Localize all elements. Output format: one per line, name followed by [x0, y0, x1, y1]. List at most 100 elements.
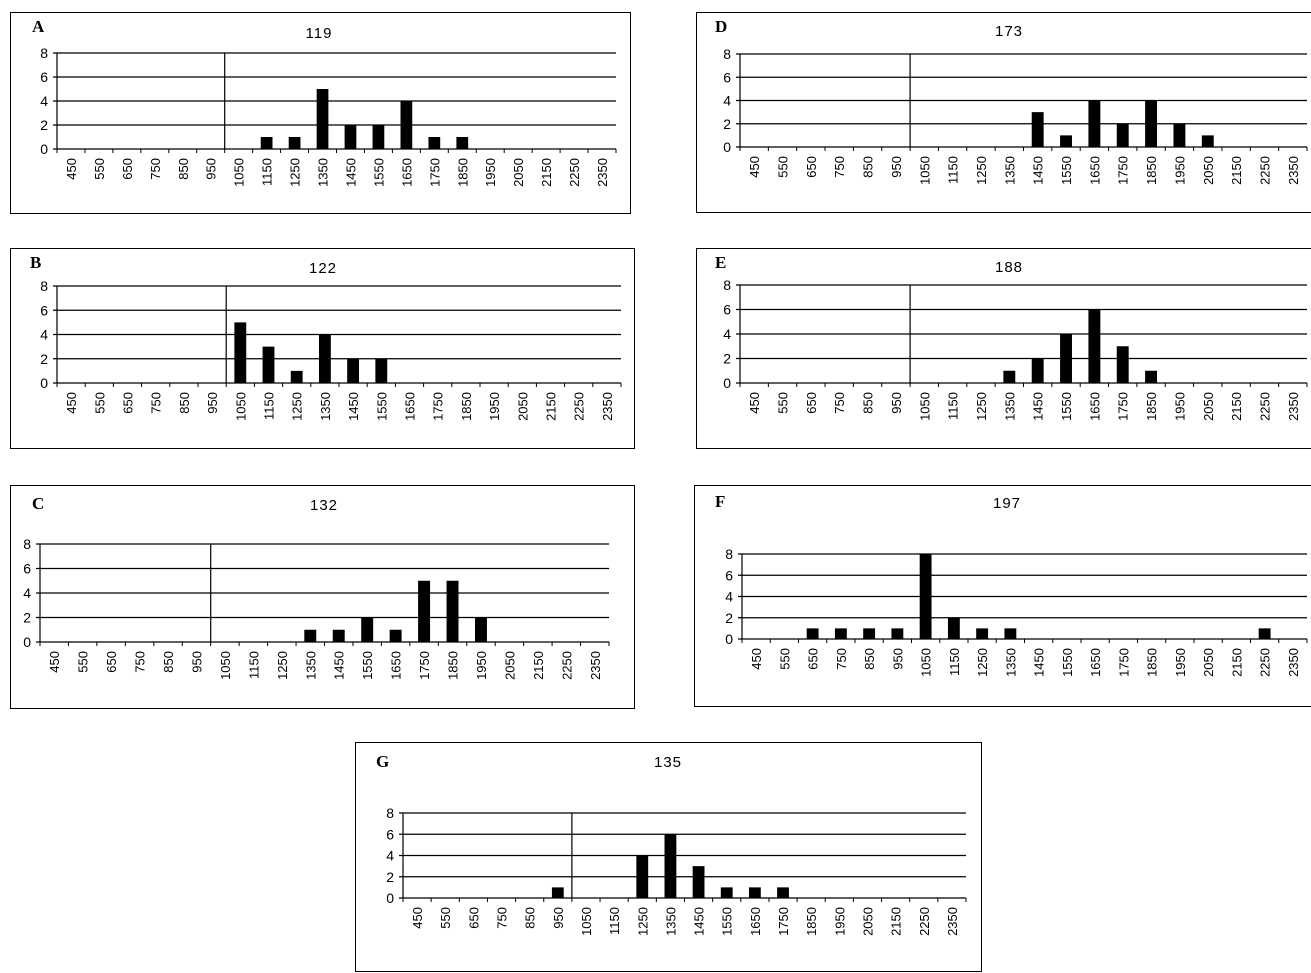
- x-tick-label: 750: [834, 648, 849, 670]
- bar: [361, 617, 374, 642]
- chart-plot: 0 2 4 6 8 450 550 650 750 850 950 1050 1150 1250 1350 1…: [40, 45, 617, 187]
- x-tick-label: 650: [806, 648, 821, 670]
- x-tick-label: 2350: [588, 651, 603, 680]
- x-tick-label: 1850: [1144, 156, 1159, 185]
- x-tick-label: 550: [76, 651, 91, 673]
- bar: [234, 322, 247, 383]
- bar: [428, 137, 441, 149]
- y-tick-label: 0: [23, 634, 31, 650]
- bar: [1060, 135, 1072, 147]
- x-tick-label: 1050: [917, 392, 932, 421]
- x-tick-label: 1650: [1087, 392, 1102, 421]
- x-tick-label: 1850: [446, 651, 461, 680]
- y-tick-label: 6: [40, 69, 48, 85]
- x-tick-label: 2050: [511, 158, 526, 187]
- x-tick-label: 450: [64, 158, 79, 180]
- x-tick-label: 2250: [1257, 392, 1272, 421]
- bar: [551, 887, 564, 898]
- panel-letter: C: [32, 494, 45, 513]
- x-tick-label: 2150: [531, 651, 546, 680]
- x-tick-label: 1050: [218, 651, 233, 680]
- y-tick-label: 0: [725, 631, 733, 647]
- chart-title: 132: [309, 497, 339, 514]
- x-tick-label: 1250: [275, 651, 290, 680]
- x-tick-label: 2250: [572, 392, 587, 421]
- x-tick-label: 1950: [832, 907, 847, 936]
- chart-panel-g: G 135 0 2 4 6 8 450 550 650 750 850 950 1050 1150 125…: [355, 742, 982, 972]
- x-tick-label: 1350: [1002, 156, 1017, 185]
- x-tick-label: 2150: [889, 907, 904, 936]
- x-tick-label: 1250: [974, 156, 989, 185]
- y-tick-label: 8: [386, 805, 394, 821]
- chart-title: 173: [994, 23, 1024, 40]
- x-tick-label: 650: [121, 392, 136, 414]
- x-tick-label: 1750: [427, 158, 442, 187]
- x-tick-label: 2150: [539, 158, 554, 187]
- bar: [748, 887, 761, 898]
- x-tick-label: 1550: [1060, 648, 1075, 677]
- y-tick-label: 8: [723, 277, 731, 293]
- x-tick-label: 1550: [1059, 392, 1074, 421]
- x-tick-label: 2050: [502, 651, 517, 680]
- x-tick-label: 450: [64, 392, 79, 414]
- y-tick-label: 4: [23, 585, 31, 601]
- x-tick-label: 1950: [474, 651, 489, 680]
- chart-title: 119: [305, 25, 333, 42]
- y-tick-label: 6: [23, 561, 31, 577]
- x-tick-label: 650: [104, 651, 119, 673]
- x-tick-label: 2050: [860, 907, 875, 936]
- y-tick-label: 6: [40, 302, 48, 318]
- y-tick-label: 4: [386, 848, 394, 864]
- chart-panel-b: B 122 0 2 4 6 8 450 550 650 750 850 950 1050 1150 125…: [10, 248, 635, 449]
- x-tick-label: 1050: [232, 158, 247, 187]
- bar: [304, 629, 317, 642]
- y-tick-label: 8: [23, 536, 31, 552]
- x-tick-label: 1350: [1002, 392, 1017, 421]
- x-tick-label: 2350: [1286, 156, 1301, 185]
- x-tick-label: 750: [832, 156, 847, 178]
- y-tick-label: 8: [723, 46, 731, 62]
- y-tick-label: 0: [723, 375, 731, 391]
- chart-title: 135: [653, 754, 683, 771]
- x-tick-label: 1350: [303, 651, 318, 680]
- x-tick-label: 2350: [595, 158, 610, 187]
- x-tick-label: 750: [832, 392, 847, 414]
- y-tick-label: 6: [386, 826, 394, 842]
- y-tick-label: 8: [40, 278, 48, 294]
- bar: [636, 855, 649, 898]
- x-tick-label: 2350: [945, 907, 960, 936]
- bar: [919, 554, 932, 639]
- x-tick-label: 1150: [262, 392, 277, 420]
- x-tick-label: 1550: [371, 158, 386, 187]
- x-tick-label: 1850: [455, 158, 470, 187]
- x-tick-label: 750: [495, 907, 510, 929]
- x-tick-label: 1650: [403, 392, 418, 421]
- x-tick-label: 850: [861, 392, 876, 414]
- x-tick-label: 850: [523, 907, 538, 929]
- y-tick-label: 8: [40, 45, 48, 61]
- chart-panel-c: C 132 0 2 4 6 8 450 550 650 750 850 950 1050 1150 125…: [10, 485, 635, 709]
- panel-letter: D: [715, 17, 728, 36]
- x-tick-label: 2150: [544, 392, 559, 421]
- x-tick-label: 2350: [1286, 392, 1301, 421]
- bar: [1145, 370, 1158, 383]
- x-tick-label: 1450: [1031, 156, 1046, 185]
- y-tick-label: 2: [723, 116, 731, 132]
- bar: [664, 834, 677, 898]
- x-tick-label: 1350: [1003, 648, 1018, 677]
- y-tick-label: 2: [23, 610, 31, 626]
- bar: [318, 334, 331, 383]
- y-tick-label: 0: [40, 375, 48, 391]
- x-tick-label: 1250: [288, 158, 303, 187]
- x-tick-label: 2250: [1258, 648, 1273, 677]
- x-tick-label: 1450: [1031, 392, 1046, 421]
- bar: [475, 617, 487, 642]
- bar: [456, 137, 469, 149]
- x-tick-label: 550: [776, 156, 791, 178]
- bar: [1116, 346, 1129, 383]
- bar: [260, 137, 273, 149]
- chart-plot: 0 2 4 6 8 450 550 650 750 850 950 1050 1150 1250 1350 1…: [386, 805, 967, 936]
- x-tick-label: 1850: [1144, 392, 1159, 421]
- bar: [389, 629, 402, 642]
- y-tick-label: 4: [40, 327, 48, 343]
